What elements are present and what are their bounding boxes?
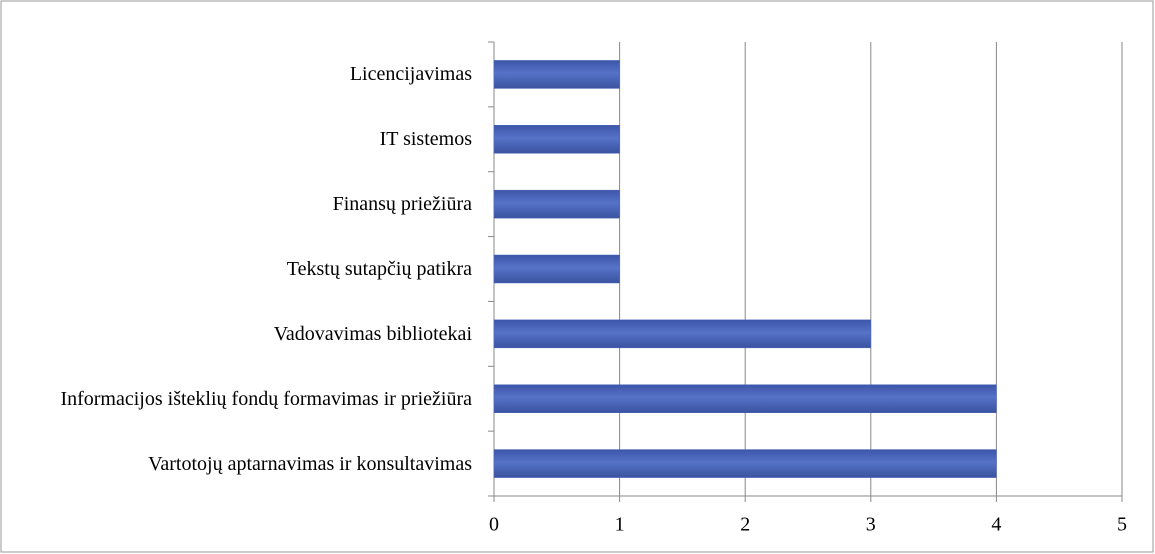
y-tick-label-box: Vartotojų aptarnavimas ir konsultavimas: [10, 431, 472, 496]
bar: [493, 384, 997, 413]
y-tick-label-box: Licencijavimas: [10, 42, 472, 107]
y-tick-label-box: IT sistemos: [10, 107, 472, 172]
y-tick-label-box: Informacijos išteklių fondų formavimas i…: [10, 366, 472, 431]
y-tick-label: Tekstų sutapčių patikra: [286, 257, 472, 280]
y-tick-label-wrap: Finansų priežiūra: [10, 172, 472, 237]
x-tick-label: 2: [740, 514, 750, 536]
y-tick-label-wrap: Informacijos išteklių fondų formavimas i…: [10, 366, 472, 431]
x-tick-label: 3: [866, 514, 876, 536]
y-tick-label-wrap: Tekstų sutapčių patikra: [10, 237, 472, 302]
bar: [493, 189, 620, 219]
x-tick-label: 1: [615, 514, 625, 536]
y-tick-label: Informacijos išteklių fondų formavimas i…: [60, 387, 472, 410]
y-tick-label-wrap: IT sistemos: [10, 107, 472, 172]
y-tick-label-box: Tekstų sutapčių patikra: [10, 237, 472, 302]
y-tick-label-wrap: Vadovavimas bibliotekai: [10, 301, 472, 366]
bar: [493, 449, 997, 478]
x-tick-label: 4: [991, 514, 1001, 536]
y-tick-label: Finansų priežiūra: [332, 193, 472, 216]
y-tick-label-box: Vadovavimas bibliotekai: [10, 301, 472, 366]
bar: [493, 125, 620, 154]
y-tick-label-wrap: Vartotojų aptarnavimas ir konsultavimas: [10, 431, 472, 496]
bar: [493, 254, 620, 284]
x-tick-label: 0: [489, 514, 499, 536]
y-tick-label: IT sistemos: [379, 128, 472, 151]
bar: [493, 60, 620, 89]
y-tick-label-wrap: Licencijavimas: [10, 42, 472, 107]
y-tick-label: Vartotojų aptarnavimas ir konsultavimas: [148, 452, 472, 475]
y-tick-label-box: Finansų priežiūra: [10, 172, 472, 237]
y-tick-label: Licencijavimas: [349, 63, 472, 86]
y-tick-label: Vadovavimas bibliotekai: [273, 322, 472, 345]
bar: [493, 319, 872, 349]
x-tick-label: 5: [1117, 514, 1127, 536]
